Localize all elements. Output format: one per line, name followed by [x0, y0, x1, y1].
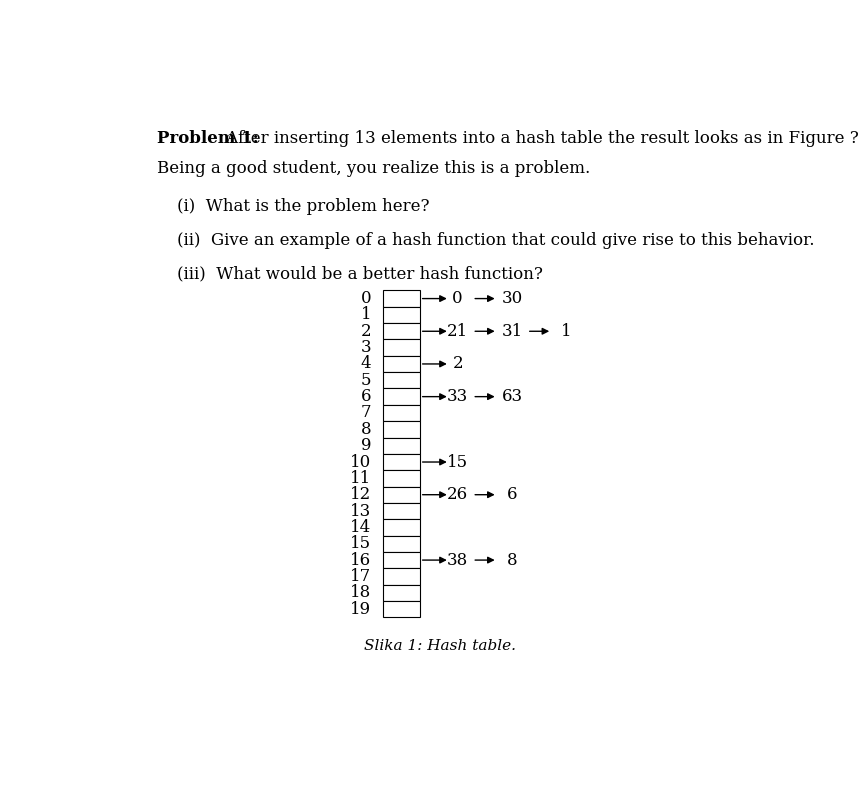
Bar	[384, 405, 420, 421]
Bar	[384, 568, 420, 585]
Text: 8: 8	[507, 552, 517, 569]
Text: 18: 18	[350, 584, 372, 602]
Text: 0: 0	[452, 290, 463, 307]
Bar	[384, 388, 420, 405]
Bar	[384, 552, 420, 568]
Bar	[384, 503, 420, 519]
Text: 63: 63	[502, 388, 523, 405]
Text: 31: 31	[502, 323, 523, 340]
Bar	[384, 585, 420, 601]
Bar	[384, 536, 420, 552]
Text: After inserting 13 elements into a hash table the result looks as in Figure ??.: After inserting 13 elements into a hash …	[221, 130, 858, 147]
Text: 2: 2	[452, 356, 463, 372]
Text: Slika 1: Hash table.: Slika 1: Hash table.	[364, 639, 516, 653]
Text: (ii)  Give an example of a hash function that could give rise to this behavior.: (ii) Give an example of a hash function …	[177, 231, 814, 249]
Text: 6: 6	[360, 388, 372, 405]
Text: 5: 5	[360, 372, 372, 388]
Bar	[384, 470, 420, 486]
Text: 2: 2	[360, 323, 372, 340]
Bar	[384, 323, 420, 340]
Bar	[384, 437, 420, 454]
Text: 6: 6	[507, 486, 517, 503]
Bar	[384, 307, 420, 323]
Text: 1: 1	[360, 307, 372, 324]
Text: 11: 11	[350, 470, 372, 487]
Text: 7: 7	[360, 405, 372, 421]
Text: 1: 1	[561, 323, 572, 340]
Text: 30: 30	[502, 290, 523, 307]
Bar	[384, 486, 420, 503]
Text: 38: 38	[447, 552, 468, 569]
Bar	[384, 421, 420, 437]
Text: Being a good student, you realize this is a problem.: Being a good student, you realize this i…	[157, 159, 590, 177]
Bar	[384, 356, 420, 372]
Text: 33: 33	[447, 388, 468, 405]
Bar	[384, 340, 420, 356]
Bar	[384, 519, 420, 536]
Bar	[384, 601, 420, 618]
Text: 26: 26	[447, 486, 468, 503]
Bar	[384, 372, 420, 388]
Text: 9: 9	[360, 437, 372, 454]
Text: (iii)  What would be a better hash function?: (iii) What would be a better hash functi…	[177, 266, 543, 283]
Text: 16: 16	[350, 552, 372, 569]
Text: Problem 1:: Problem 1:	[157, 130, 259, 147]
Text: 4: 4	[360, 356, 372, 372]
Text: 10: 10	[350, 453, 372, 470]
Bar	[384, 454, 420, 470]
Text: 19: 19	[350, 601, 372, 618]
Text: 15: 15	[447, 453, 468, 470]
Text: 21: 21	[447, 323, 468, 340]
Text: 8: 8	[360, 421, 372, 438]
Text: 3: 3	[360, 339, 372, 356]
Text: 15: 15	[350, 535, 372, 552]
Text: 14: 14	[350, 519, 372, 536]
Bar	[384, 291, 420, 307]
Text: 0: 0	[360, 290, 372, 307]
Text: (i)  What is the problem here?: (i) What is the problem here?	[177, 198, 430, 215]
Text: 17: 17	[350, 568, 372, 585]
Text: 12: 12	[350, 486, 372, 503]
Text: 13: 13	[350, 502, 372, 520]
